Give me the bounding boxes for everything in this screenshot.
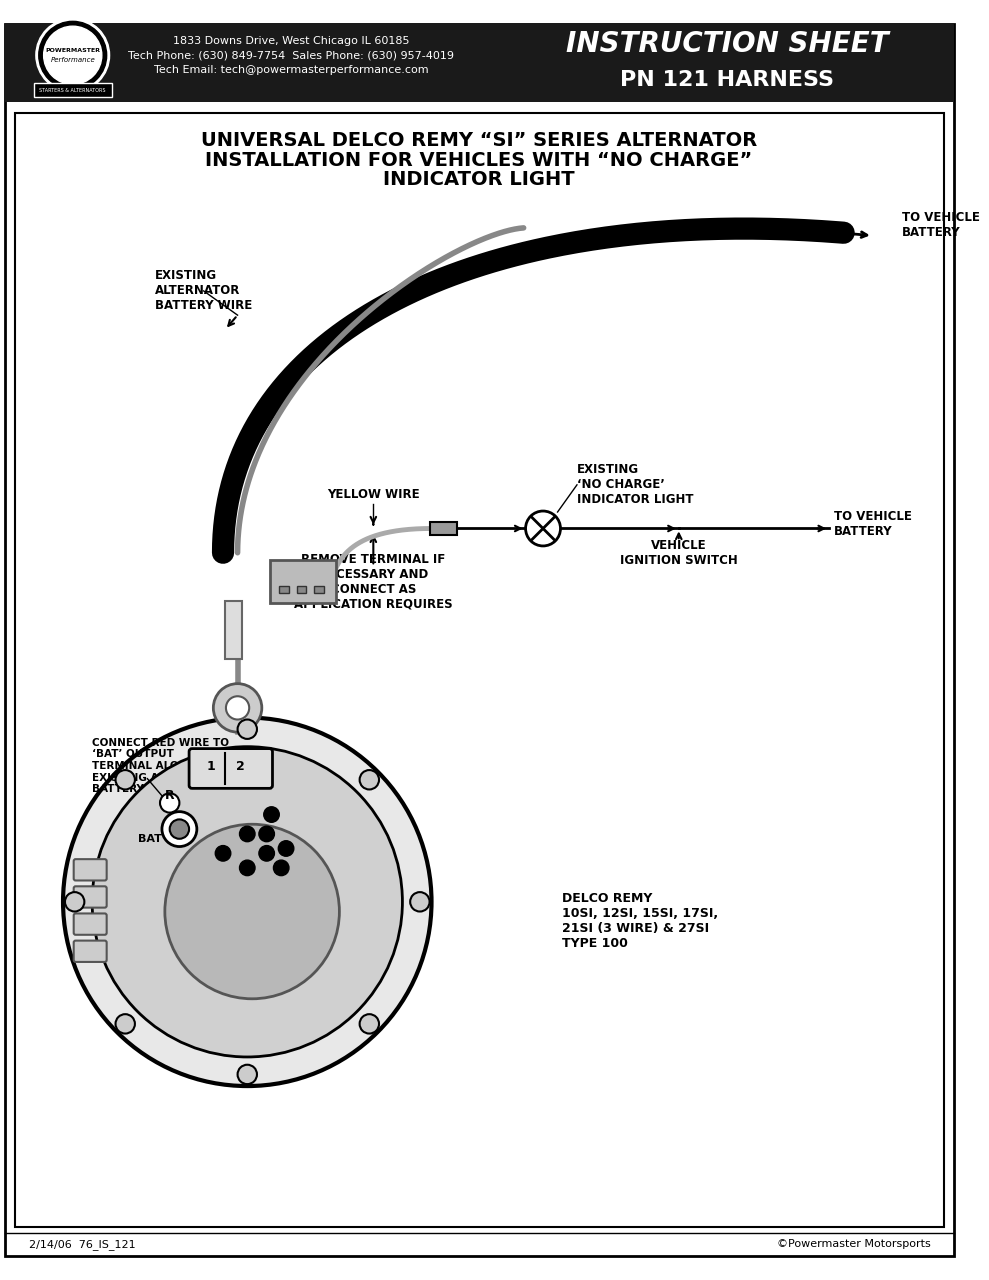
Circle shape	[214, 684, 262, 732]
Text: PN 121 HARNESS: PN 121 HARNESS	[620, 69, 835, 90]
Circle shape	[44, 26, 102, 84]
Circle shape	[273, 860, 289, 876]
Circle shape	[237, 1065, 257, 1084]
Text: BAT: BAT	[138, 833, 162, 844]
Text: STARTERS & ALTERNATORS: STARTERS & ALTERNATORS	[40, 88, 106, 92]
Text: VEHICLE
IGNITION SWITCH: VEHICLE IGNITION SWITCH	[620, 539, 738, 567]
FancyBboxPatch shape	[270, 561, 336, 603]
Bar	[5, 24, 954, 102]
FancyBboxPatch shape	[225, 602, 242, 659]
Circle shape	[92, 746, 403, 1057]
FancyBboxPatch shape	[429, 522, 457, 535]
Circle shape	[216, 846, 230, 861]
Text: Performance: Performance	[50, 58, 95, 63]
Bar	[34, 83, 112, 97]
Text: Tech Phone: (630) 849-7754  Sales Phone: (630) 957-4019: Tech Phone: (630) 849-7754 Sales Phone: …	[128, 50, 454, 60]
Bar	[279, 586, 289, 594]
FancyBboxPatch shape	[189, 749, 273, 788]
Circle shape	[162, 812, 197, 846]
Circle shape	[239, 860, 255, 876]
Text: INDICATOR LIGHT: INDICATOR LIGHT	[383, 170, 575, 189]
Circle shape	[237, 719, 257, 739]
Text: ©Powermaster Motorsports: ©Powermaster Motorsports	[777, 1239, 931, 1249]
Circle shape	[170, 819, 189, 838]
Text: EXISTING
‘NO CHARGE’
INDICATOR LIGHT: EXISTING ‘NO CHARGE’ INDICATOR LIGHT	[577, 463, 693, 507]
Circle shape	[525, 511, 561, 547]
Circle shape	[264, 806, 279, 822]
Text: TO VEHICLE
BATTERY: TO VEHICLE BATTERY	[902, 211, 980, 239]
Text: DELCO REMY
10SI, 12SI, 15SI, 17SI,
21SI (3 WIRE) & 27SI
TYPE 100: DELCO REMY 10SI, 12SI, 15SI, 17SI, 21SI …	[563, 892, 719, 950]
Text: 1833 Downs Drive, West Chicago IL 60185: 1833 Downs Drive, West Chicago IL 60185	[173, 36, 409, 46]
Text: 2: 2	[236, 759, 245, 773]
Circle shape	[225, 696, 249, 719]
Bar	[15, 114, 944, 1226]
Circle shape	[65, 892, 84, 911]
Text: Tech Email: tech@powermasterperformance.com: Tech Email: tech@powermasterperformance.…	[153, 65, 428, 74]
Text: INSTALLATION FOR VEHICLES WITH “NO CHARGE”: INSTALLATION FOR VEHICLES WITH “NO CHARG…	[206, 151, 753, 169]
Circle shape	[116, 1014, 135, 1033]
Text: CONNECT RED WIRE TO
‘BAT’ OUTPUT
TERMINAL ALONG WITH
EXISTING ALTERNATOR
BATTERY: CONNECT RED WIRE TO ‘BAT’ OUTPUT TERMINA…	[92, 737, 231, 795]
Circle shape	[39, 22, 107, 90]
Text: 2/14/06  76_IS_121: 2/14/06 76_IS_121	[29, 1239, 135, 1249]
Circle shape	[360, 1014, 379, 1033]
FancyBboxPatch shape	[74, 859, 107, 881]
FancyBboxPatch shape	[74, 941, 107, 963]
Circle shape	[63, 718, 431, 1085]
Text: INSTRUCTION SHEET: INSTRUCTION SHEET	[566, 29, 888, 58]
Circle shape	[410, 892, 429, 911]
Circle shape	[278, 841, 294, 856]
Bar	[315, 586, 323, 594]
Circle shape	[360, 771, 379, 790]
Circle shape	[165, 824, 339, 998]
Circle shape	[116, 771, 135, 790]
Circle shape	[239, 826, 255, 842]
Bar	[297, 586, 307, 594]
FancyBboxPatch shape	[74, 914, 107, 934]
Text: YELLOW WIRE: YELLOW WIRE	[327, 488, 419, 500]
Circle shape	[36, 18, 110, 92]
Text: UNIVERSAL DELCO REMY “SI” SERIES ALTERNATOR: UNIVERSAL DELCO REMY “SI” SERIES ALTERNA…	[201, 131, 758, 150]
Text: R: R	[165, 788, 174, 801]
Text: TO VEHICLE
BATTERY: TO VEHICLE BATTERY	[834, 509, 912, 538]
Circle shape	[160, 794, 179, 813]
Text: 1: 1	[207, 759, 216, 773]
Circle shape	[259, 826, 274, 842]
FancyBboxPatch shape	[74, 886, 107, 908]
Text: POWERMASTER: POWERMASTER	[45, 47, 100, 52]
Text: EXISTING
ALTERNATOR
BATTERY WIRE: EXISTING ALTERNATOR BATTERY WIRE	[155, 269, 252, 312]
Text: REMOVE TERMINAL IF
NECESSARY AND
CONNECT AS
APPLICATION REQUIRES: REMOVE TERMINAL IF NECESSARY AND CONNECT…	[294, 553, 453, 611]
Circle shape	[259, 846, 274, 861]
